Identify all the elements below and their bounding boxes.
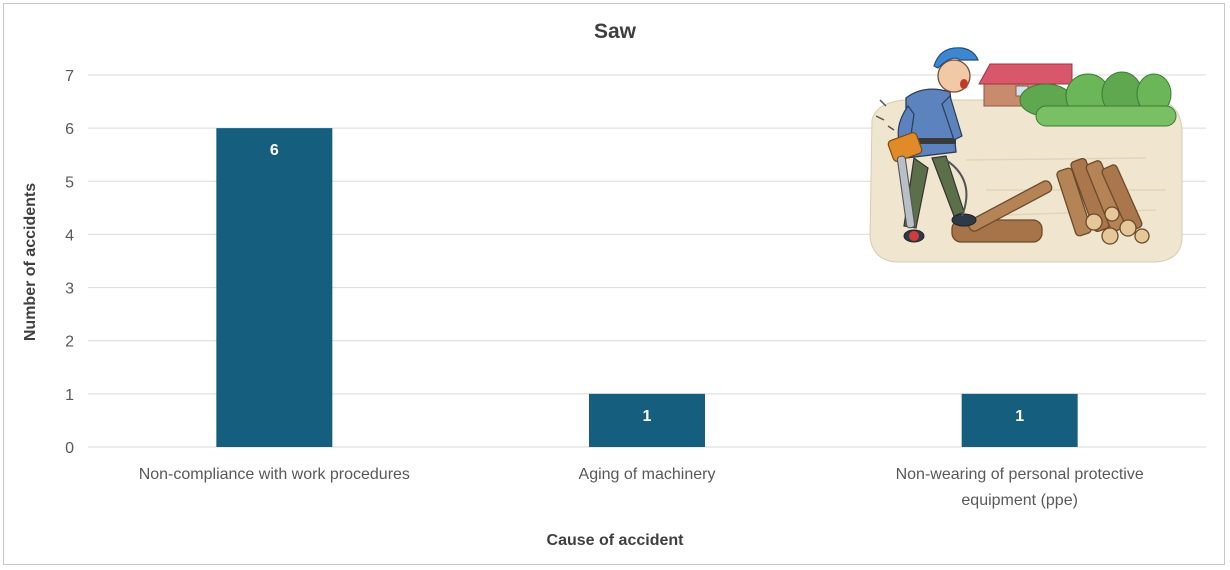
y-tick-label: 7 [65,68,74,85]
data-label: 6 [270,142,279,159]
y-tick-label: 2 [65,334,74,351]
x-tick-label: Non-wearing of personal protective [896,466,1144,483]
data-label: 1 [1015,408,1024,425]
x-tick-label: Aging of machinery [579,466,716,483]
y-tick-label: 6 [65,121,74,138]
chart-title: Saw [593,20,637,43]
y-tick-label: 0 [65,440,74,457]
bar [216,128,333,447]
x-tick-label: equipment (ppe) [961,492,1078,509]
y-tick-label: 4 [65,227,74,244]
data-label: 1 [643,408,652,425]
y-tick-label: 5 [65,174,74,191]
bar [961,393,1078,447]
y-tick-label: 1 [65,387,74,404]
bar [589,393,705,447]
x-tick-label: Non-compliance with work procedures [139,466,410,483]
chainsaw-worker-illustration [869,47,1183,263]
y-tick-label: 3 [65,281,74,298]
x-axis-label: Cause of accident [546,532,684,549]
